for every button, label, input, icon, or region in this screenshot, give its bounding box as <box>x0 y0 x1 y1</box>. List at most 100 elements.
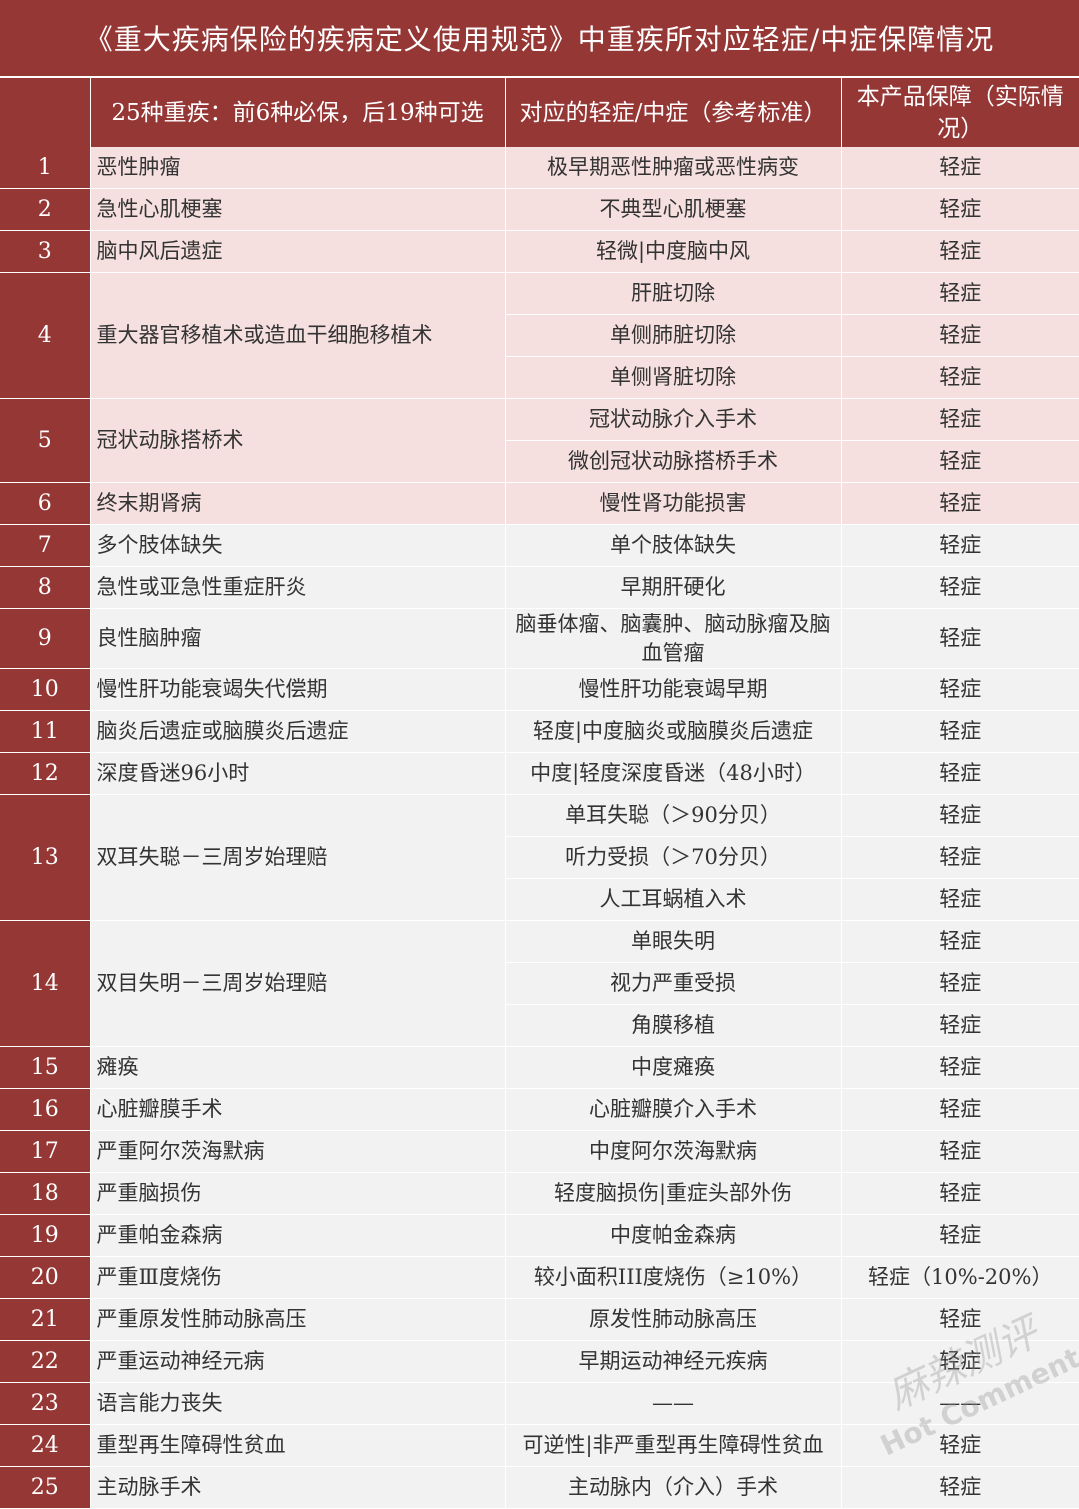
disease-name: 心脏瓣膜手术 <box>89 1088 505 1131</box>
table-row: 微创冠状动脉搭桥手术 轻症 <box>0 440 1079 483</box>
table-row: 角膜移植 轻症 <box>0 1004 1079 1047</box>
table-row: 视力严重受损 轻症 <box>0 962 1079 1005</box>
mild-condition: 中度阿尔茨海默病 <box>504 1130 841 1173</box>
row-number: 18 <box>0 1172 90 1215</box>
mild-condition: 单眼失明 <box>504 920 841 963</box>
table-row: 6 终末期肾病 慢性肾功能损害 轻症 <box>0 482 1079 525</box>
product-coverage: 轻症 <box>840 1466 1079 1509</box>
header-number <box>0 78 90 147</box>
disease-name: 主动脉手术 <box>89 1466 505 1509</box>
table-row: 3 脑中风后遗症 轻微|中度脑中风 轻症 <box>0 230 1079 273</box>
product-coverage: 轻症 <box>840 482 1079 525</box>
disease-name: 终末期肾病 <box>89 482 505 525</box>
product-coverage: 轻症 <box>840 1424 1079 1467</box>
product-coverage: 轻症 <box>840 1088 1079 1131</box>
header-product: 本产品保障（实际情况） <box>840 78 1079 147</box>
product-coverage: 轻症 <box>840 1130 1079 1173</box>
product-coverage: 轻症 <box>840 836 1079 879</box>
table-row: 9 良性脑肿瘤 脑垂体瘤、脑囊肿、脑动脉瘤及脑血管瘤 轻症 <box>0 608 1079 669</box>
product-coverage: 轻症（10%-20%） <box>840 1256 1079 1299</box>
mild-condition: 轻微|中度脑中风 <box>504 230 841 273</box>
row-number: 4 <box>0 272 90 399</box>
product-coverage: 轻症 <box>840 524 1079 567</box>
disease-name: 深度昏迷96小时 <box>89 752 505 795</box>
product-coverage: 轻症 <box>840 188 1079 231</box>
disease-name: 恶性肿瘤 <box>89 147 505 189</box>
product-coverage: 轻症 <box>840 1172 1079 1215</box>
disease-name: 语言能力丧失 <box>89 1382 505 1425</box>
product-coverage: 轻症 <box>840 668 1079 711</box>
table-row: 23 语言能力丧失 —— —— <box>0 1382 1079 1425</box>
row-number: 15 <box>0 1046 90 1089</box>
row-number: 12 <box>0 752 90 795</box>
disease-name: 脑中风后遗症 <box>89 230 505 273</box>
mild-condition: 单个肢体缺失 <box>504 524 841 567</box>
table-row: 17 严重阿尔茨海默病 中度阿尔茨海默病 轻症 <box>0 1130 1079 1173</box>
header-disease: 25种重疾：前6种必保，后19种可选 <box>89 78 505 147</box>
product-coverage: 轻症 <box>840 920 1079 963</box>
table-header-row: 25种重疾：前6种必保，后19种可选 对应的轻症/中症（参考标准） 本产品保障（… <box>0 78 1079 147</box>
row-number: 17 <box>0 1130 90 1173</box>
product-coverage: 轻症 <box>840 147 1079 189</box>
row-number: 6 <box>0 482 90 525</box>
mild-condition: 慢性肝功能衰竭早期 <box>504 668 841 711</box>
row-number: 16 <box>0 1088 90 1131</box>
mild-condition: 肝脏切除 <box>504 272 841 315</box>
row-number: 11 <box>0 710 90 753</box>
mild-condition: 轻度|中度脑炎或脑膜炎后遗症 <box>504 710 841 753</box>
row-number: 24 <box>0 1424 90 1467</box>
disease-name: 脑炎后遗症或脑膜炎后遗症 <box>89 710 505 753</box>
table-row: 11 脑炎后遗症或脑膜炎后遗症 轻度|中度脑炎或脑膜炎后遗症 轻症 <box>0 710 1079 753</box>
row-number: 1 <box>0 147 90 189</box>
product-coverage: 轻症 <box>840 878 1079 921</box>
mild-condition: 早期运动神经元疾病 <box>504 1340 841 1383</box>
mild-condition: 脑垂体瘤、脑囊肿、脑动脉瘤及脑血管瘤 <box>504 608 841 669</box>
disease-name: 严重帕金森病 <box>89 1214 505 1257</box>
mild-condition: 单侧肾脏切除 <box>504 356 841 399</box>
row-number: 8 <box>0 566 90 609</box>
mild-condition: 视力严重受损 <box>504 962 841 1005</box>
table-row: 25 主动脉手术 主动脉内（介入）手术 轻症 <box>0 1466 1079 1509</box>
table-row: 14 双目失明－三周岁始理赔 单眼失明 轻症 <box>0 920 1079 1047</box>
mild-condition: 早期肝硬化 <box>504 566 841 609</box>
table-row: 16 心脏瓣膜手术 心脏瓣膜介入手术 轻症 <box>0 1088 1079 1131</box>
row-number: 25 <box>0 1466 90 1509</box>
row-number: 10 <box>0 668 90 711</box>
row-number: 19 <box>0 1214 90 1257</box>
disease-name: 双耳失聪－三周岁始理赔 <box>89 794 505 921</box>
product-coverage: 轻症 <box>840 1046 1079 1089</box>
row-number: 23 <box>0 1382 90 1425</box>
table-row: 1 恶性肿瘤 极早期恶性肿瘤或恶性病变 轻症 <box>0 147 1079 189</box>
disease-name: 急性或亚急性重症肝炎 <box>89 566 505 609</box>
mild-condition: 较小面积III度烧伤（≥10%） <box>504 1256 841 1299</box>
row-number: 21 <box>0 1298 90 1341</box>
product-coverage: 轻症 <box>840 962 1079 1005</box>
table-row: 24 重型再生障碍性贫血 可逆性|非严重型再生障碍性贫血 轻症 <box>0 1424 1079 1467</box>
mild-condition: 冠状动脉介入手术 <box>504 398 841 441</box>
row-number: 2 <box>0 188 90 231</box>
table-row: 7 多个肢体缺失 单个肢体缺失 轻症 <box>0 524 1079 567</box>
mild-condition: —— <box>504 1382 841 1425</box>
product-coverage: 轻症 <box>840 272 1079 315</box>
disease-name: 多个肢体缺失 <box>89 524 505 567</box>
row-number: 9 <box>0 608 90 669</box>
product-coverage: 轻症 <box>840 314 1079 357</box>
disease-name: 冠状动脉搭桥术 <box>89 398 505 483</box>
mild-condition: 中度|轻度深度昏迷（48小时） <box>504 752 841 795</box>
product-coverage: 轻症 <box>840 752 1079 795</box>
product-coverage: 轻症 <box>840 794 1079 837</box>
disease-name: 重大器官移植术或造血干细胞移植术 <box>89 272 505 399</box>
table-row: 听力受损（＞70分贝） 轻症 <box>0 836 1079 879</box>
row-number: 14 <box>0 920 90 1047</box>
mild-condition: 单耳失聪（＞90分贝） <box>504 794 841 837</box>
table-row: 19 严重帕金森病 中度帕金森病 轻症 <box>0 1214 1079 1257</box>
table-row: 20 严重Ⅲ度烧伤 较小面积III度烧伤（≥10%） 轻症（10%-20%） <box>0 1256 1079 1299</box>
row-number: 22 <box>0 1340 90 1383</box>
mild-condition: 慢性肾功能损害 <box>504 482 841 525</box>
mild-condition: 主动脉内（介入）手术 <box>504 1466 841 1509</box>
header-mild: 对应的轻症/中症（参考标准） <box>504 78 841 147</box>
row-number: 13 <box>0 794 90 921</box>
page-title: 《重大疾病保险的疾病定义使用规范》中重疾所对应轻症/中症保障情况 <box>0 0 1079 78</box>
table-row: 12 深度昏迷96小时 中度|轻度深度昏迷（48小时） 轻症 <box>0 752 1079 795</box>
table-row: 13 双耳失聪－三周岁始理赔 单耳失聪（＞90分贝） 轻症 <box>0 794 1079 921</box>
